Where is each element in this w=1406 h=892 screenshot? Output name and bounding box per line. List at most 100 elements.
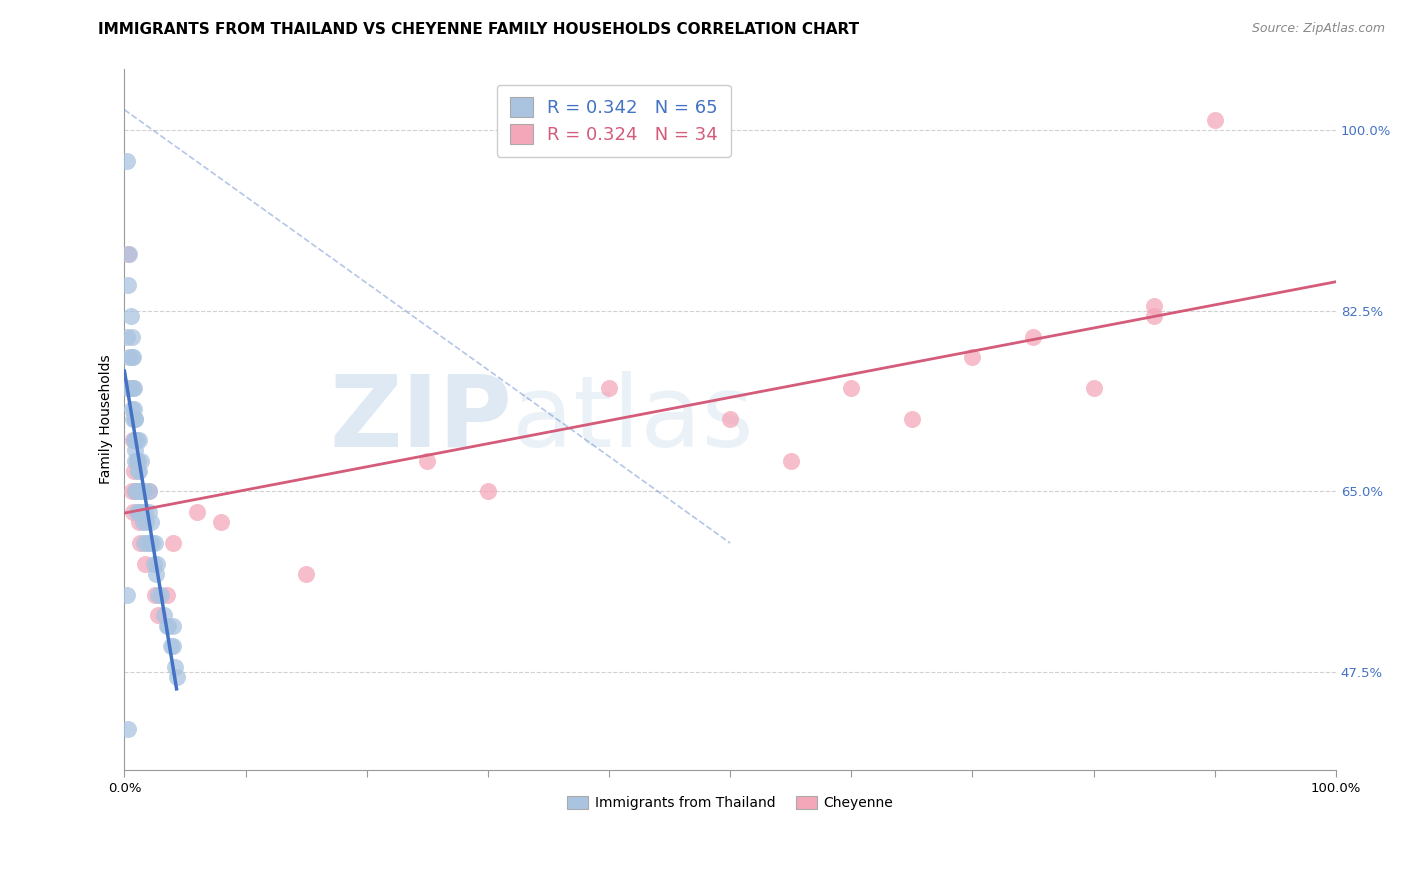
Point	[1022, 329, 1045, 343]
Point	[131, 453, 153, 467]
Point	[120, 381, 142, 395]
Point	[153, 608, 176, 623]
Point	[122, 433, 145, 447]
Y-axis label: Family Households: Family Households	[100, 354, 114, 484]
Point	[162, 639, 184, 653]
Point	[124, 484, 146, 499]
Text: atlas: atlas	[512, 371, 754, 467]
Point	[122, 381, 145, 395]
Point	[125, 453, 148, 467]
Point	[156, 588, 179, 602]
Point	[131, 484, 153, 499]
Point	[131, 505, 153, 519]
Point	[136, 536, 159, 550]
Point	[143, 536, 166, 550]
Point	[839, 381, 862, 395]
Point	[138, 484, 160, 499]
Point	[138, 505, 160, 519]
Point	[901, 412, 924, 426]
Point	[143, 588, 166, 602]
Point	[120, 309, 142, 323]
Point	[134, 557, 156, 571]
Point	[121, 351, 143, 365]
Point	[138, 484, 160, 499]
Point	[124, 443, 146, 458]
Point	[124, 412, 146, 426]
Point	[129, 536, 152, 550]
Point	[117, 247, 139, 261]
Point	[118, 351, 141, 365]
Point	[131, 516, 153, 530]
Point	[186, 505, 208, 519]
Point	[115, 329, 138, 343]
Point	[121, 484, 143, 499]
Point	[122, 412, 145, 426]
Point	[127, 453, 149, 467]
Point	[128, 516, 150, 530]
Point	[166, 670, 188, 684]
Point	[149, 588, 172, 602]
Point	[142, 557, 165, 571]
Point	[122, 433, 145, 447]
Text: Source: ZipAtlas.com: Source: ZipAtlas.com	[1251, 22, 1385, 36]
Point	[162, 618, 184, 632]
Point	[122, 351, 145, 365]
Point	[132, 484, 155, 499]
Point	[962, 351, 984, 365]
Point	[139, 516, 162, 530]
Point	[145, 566, 167, 581]
Point	[121, 401, 143, 416]
Point	[117, 278, 139, 293]
Point	[115, 154, 138, 169]
Point	[125, 433, 148, 447]
Point	[148, 588, 170, 602]
Point	[779, 453, 801, 467]
Point	[125, 484, 148, 499]
Point	[131, 505, 153, 519]
Point	[141, 536, 163, 550]
Point	[159, 639, 181, 653]
Point	[132, 536, 155, 550]
Point	[117, 722, 139, 736]
Point	[127, 464, 149, 478]
Point	[128, 505, 150, 519]
Point	[157, 618, 180, 632]
Point	[122, 381, 145, 395]
Point	[146, 557, 169, 571]
Point	[598, 381, 620, 395]
Point	[124, 484, 146, 499]
Point	[156, 618, 179, 632]
Point	[127, 484, 149, 499]
Point	[165, 660, 187, 674]
Point	[718, 412, 741, 426]
Point	[477, 484, 499, 499]
Point	[118, 247, 141, 261]
Point	[122, 401, 145, 416]
Point	[1083, 381, 1105, 395]
Point	[128, 464, 150, 478]
Point	[209, 516, 232, 530]
Point	[125, 505, 148, 519]
Point	[148, 608, 170, 623]
Point	[127, 505, 149, 519]
Legend: Immigrants from Thailand, Cheyenne: Immigrants from Thailand, Cheyenne	[561, 790, 898, 815]
Point	[135, 516, 157, 530]
Point	[128, 433, 150, 447]
Point	[1143, 299, 1166, 313]
Point	[124, 433, 146, 447]
Point	[122, 505, 145, 519]
Point	[118, 381, 141, 395]
Point	[139, 536, 162, 550]
Point	[125, 453, 148, 467]
Text: IMMIGRANTS FROM THAILAND VS CHEYENNE FAMILY HOUSEHOLDS CORRELATION CHART: IMMIGRANTS FROM THAILAND VS CHEYENNE FAM…	[98, 22, 859, 37]
Point	[124, 412, 146, 426]
Point	[128, 484, 150, 499]
Point	[162, 536, 184, 550]
Point	[416, 453, 439, 467]
Point	[117, 381, 139, 395]
Point	[1204, 113, 1226, 128]
Point	[122, 464, 145, 478]
Point	[115, 588, 138, 602]
Text: ZIP: ZIP	[329, 371, 512, 467]
Point	[1143, 309, 1166, 323]
